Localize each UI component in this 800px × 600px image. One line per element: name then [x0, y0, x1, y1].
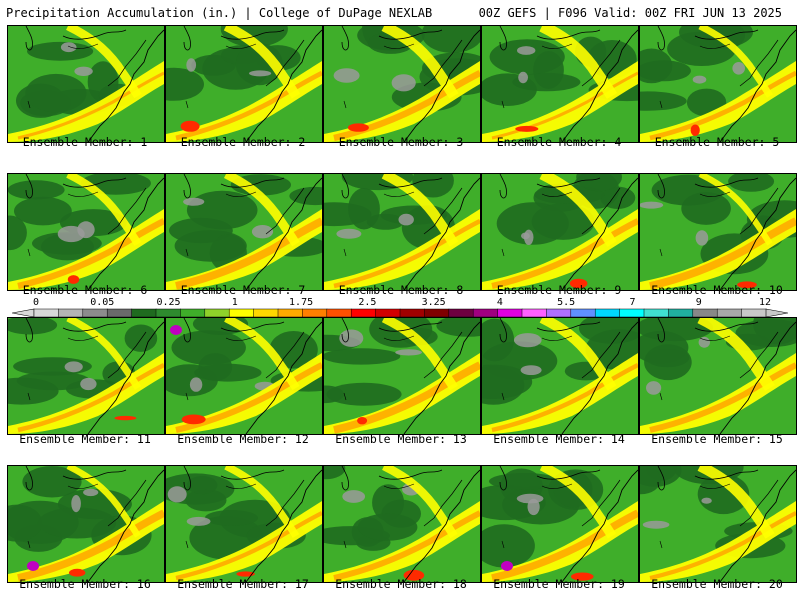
ensemble-member-label: Ensemble Member: 12 — [177, 432, 309, 446]
ensemble-map-8 — [323, 173, 481, 291]
colorbar-max-arrow — [765, 308, 788, 318]
colorbar-tick-label: 0 — [32, 297, 40, 308]
colorbar-tick-label: 1.75 — [289, 297, 314, 308]
colorbar-swatch — [131, 308, 157, 318]
colorbar-swatch — [741, 308, 767, 318]
ensemble-map-5 — [639, 25, 797, 143]
colorbar-swatch — [375, 308, 401, 318]
ensemble-map-15 — [639, 317, 797, 435]
ensemble-map-6 — [7, 173, 165, 291]
ensemble-member-label: Ensemble Member: 14 — [493, 432, 625, 446]
ensemble-map-2 — [165, 25, 323, 143]
ensemble-member-label: Ensemble Member: 13 — [335, 432, 467, 446]
ensemble-map-16 — [7, 465, 165, 583]
colorbar-tick-label: 2.5 — [358, 297, 377, 308]
colorbar-swatch — [570, 308, 596, 318]
ensemble-member-label: Ensemble Member: 20 — [651, 577, 783, 591]
colorbar-tick-label: 4 — [496, 297, 503, 308]
ensemble-member-label: Ensemble Member: 8 — [338, 283, 464, 297]
ensemble-member-label: Ensemble Member: 7 — [180, 283, 306, 297]
ensemble-map-17 — [165, 465, 323, 583]
colorbar-tick-label: 1 — [231, 297, 238, 308]
ensemble-map-3 — [323, 25, 481, 143]
colorbar-tick-label: 7 — [629, 297, 636, 308]
colorbar-swatch — [619, 308, 645, 318]
colorbar-swatch — [399, 308, 425, 318]
colorbar-tick-label: 12 — [758, 297, 772, 308]
colorbar-swatch — [497, 308, 523, 318]
colorbar-tick-label: 0.25 — [156, 297, 181, 308]
colorbar-swatch — [277, 308, 303, 318]
ensemble-map-14 — [481, 317, 639, 435]
ensemble-map-13 — [323, 317, 481, 435]
ensemble-member-label: Ensemble Member: 16 — [19, 577, 151, 591]
ensemble-map-12 — [165, 317, 323, 435]
ensemble-map-10 — [639, 173, 797, 291]
page-title: Precipitation Accumulation (in.) | Colle… — [6, 6, 433, 20]
ensemble-member-label: Ensemble Member: 19 — [493, 577, 625, 591]
ensemble-map-11 — [7, 317, 165, 435]
colorbar-swatch — [302, 308, 328, 318]
colorbar-swatch — [228, 308, 255, 318]
colorbar-tick-label: 5.5 — [557, 297, 576, 308]
colorbar-swatch — [180, 308, 206, 318]
ensemble-member-label: Ensemble Member: 5 — [654, 135, 780, 149]
ensemble-member-label: Ensemble Member: 17 — [177, 577, 309, 591]
ensemble-map-7 — [165, 173, 323, 291]
ensemble-map-4 — [481, 25, 639, 143]
colorbar-swatch — [33, 308, 59, 318]
colorbar-swatch — [448, 308, 474, 318]
colorbar-swatch — [350, 308, 377, 318]
ensemble-member-label: Ensemble Member: 9 — [496, 283, 622, 297]
ensemble-member-label: Ensemble Member: 18 — [335, 577, 467, 591]
colorbar-swatch — [106, 308, 133, 318]
ensemble-map-1 — [7, 25, 165, 143]
colorbar-swatch — [546, 308, 572, 318]
colorbar-tick-label: 0.05 — [90, 297, 115, 308]
ensemble-member-label: Ensemble Member: 11 — [19, 432, 151, 446]
colorbar-swatch — [326, 308, 352, 318]
ensemble-member-label: Ensemble Member: 3 — [338, 135, 464, 149]
colorbar-swatch — [668, 308, 694, 318]
run-info: 00Z GEFS | F096 Valid: 00Z FRI JUN 13 20… — [478, 6, 782, 20]
ensemble-map-18 — [323, 465, 481, 583]
colorbar-swatch — [253, 308, 279, 318]
colorbar-swatch — [692, 308, 718, 318]
ensemble-map-20 — [639, 465, 797, 583]
colorbar-swatch — [521, 308, 547, 318]
colorbar-swatch — [594, 308, 621, 318]
colorbar-min-arrow — [12, 308, 35, 318]
colorbar — [12, 308, 788, 318]
colorbar-swatch — [58, 308, 84, 318]
colorbar-swatch — [424, 308, 450, 318]
colorbar-tick-label: 9 — [695, 297, 702, 308]
colorbar-tick-label: 3.25 — [421, 297, 446, 308]
colorbar-swatch — [716, 308, 743, 318]
colorbar-swatch — [204, 308, 230, 318]
ensemble-member-label: Ensemble Member: 6 — [22, 283, 148, 297]
colorbar-swatch — [155, 308, 181, 318]
ensemble-member-label: Ensemble Member: 1 — [22, 135, 148, 149]
ensemble-member-label: Ensemble Member: 2 — [180, 135, 306, 149]
ensemble-member-label: Ensemble Member: 15 — [651, 432, 783, 446]
ensemble-map-9 — [481, 173, 639, 291]
ensemble-map-19 — [481, 465, 639, 583]
colorbar-swatch — [472, 308, 499, 318]
colorbar-swatch — [82, 308, 108, 318]
colorbar-swatch — [643, 308, 669, 318]
ensemble-member-label: Ensemble Member: 10 — [651, 283, 783, 297]
ensemble-member-label: Ensemble Member: 4 — [496, 135, 622, 149]
